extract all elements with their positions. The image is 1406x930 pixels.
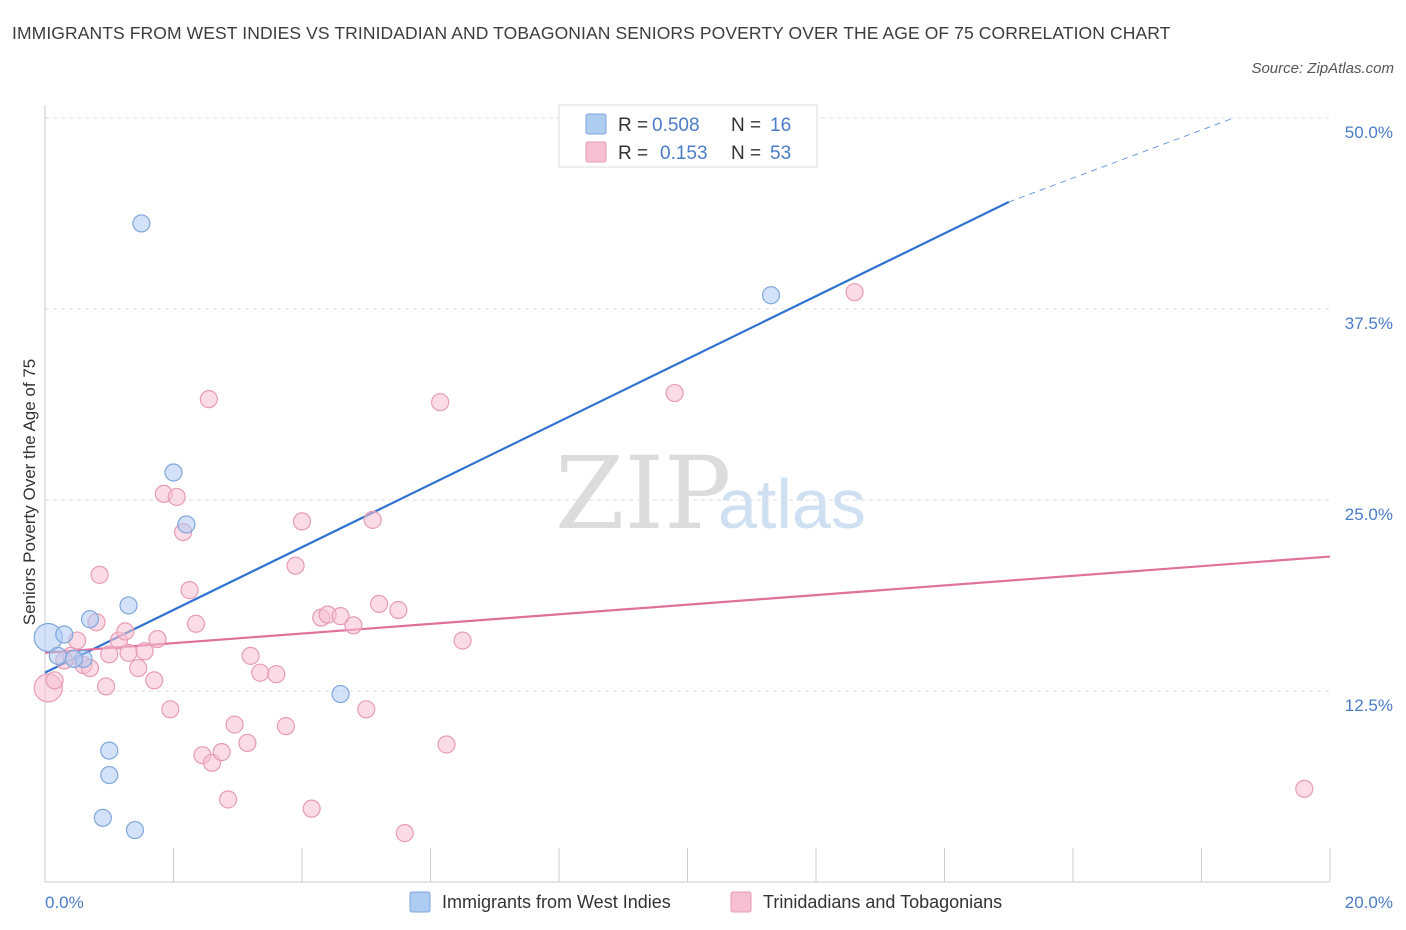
point-west-indies bbox=[80, 610, 100, 629]
point-west-indies bbox=[164, 463, 183, 482]
point-trinidadians bbox=[100, 645, 119, 664]
x-tick-label: 20.0% bbox=[1345, 893, 1393, 912]
point-west-indies bbox=[761, 286, 781, 305]
point-trinidadians bbox=[90, 565, 109, 584]
legend-n-value: 16 bbox=[770, 115, 791, 136]
point-west-indies bbox=[93, 808, 112, 827]
legend-label-west-indies: Immigrants from West Indies bbox=[442, 892, 671, 912]
point-trinidadians bbox=[225, 715, 244, 734]
point-trinidadians bbox=[199, 390, 218, 409]
legend-r-label: R = bbox=[618, 143, 648, 164]
trend-line-trinidadians bbox=[44, 555, 1331, 654]
point-trinidadians bbox=[845, 283, 864, 302]
legend-swatch-west-indies bbox=[409, 891, 431, 913]
point-trinidadians bbox=[96, 677, 116, 696]
legend-r-value: 0.153 bbox=[660, 143, 708, 164]
point-trinidadians bbox=[370, 594, 389, 614]
point-trinidadians bbox=[145, 671, 164, 690]
point-trinidadians bbox=[665, 383, 684, 403]
point-trinidadians bbox=[219, 790, 238, 809]
point-trinidadians bbox=[302, 799, 321, 818]
axes bbox=[44, 105, 1331, 883]
legend-r-value: 0.508 bbox=[652, 115, 700, 136]
point-trinidadians bbox=[267, 665, 286, 684]
legend-swatch-trinidadians bbox=[730, 891, 752, 913]
point-trinidadians bbox=[148, 629, 167, 649]
watermark-atlas: atlas bbox=[718, 465, 866, 543]
watermark: ZIP atlas bbox=[555, 435, 866, 552]
point-trinidadians bbox=[251, 663, 270, 682]
point-west-indies bbox=[100, 765, 119, 785]
point-trinidadians bbox=[116, 622, 135, 641]
legend-swatch-pink bbox=[585, 141, 607, 163]
trend-line-west-indies bbox=[44, 201, 1010, 674]
point-west-indies bbox=[119, 596, 138, 615]
point-west-indies bbox=[331, 684, 350, 704]
point-trinidadians bbox=[453, 631, 472, 650]
point-trinidadians bbox=[119, 643, 138, 662]
legend-label-trinidadians: Trinidadians and Tobagonians bbox=[763, 892, 1002, 912]
point-trinidadians bbox=[389, 600, 408, 620]
y-tick-label: 25.0% bbox=[1345, 505, 1393, 524]
legend-n-label: N = bbox=[731, 143, 761, 164]
point-west-indies bbox=[177, 515, 196, 534]
trend-lines bbox=[44, 117, 1331, 674]
legend-bottom: Immigrants from West Indies Trinidadians… bbox=[409, 891, 1002, 913]
watermark-zip: ZIP bbox=[555, 435, 731, 552]
point-trinidadians bbox=[45, 671, 64, 690]
point-trinidadians bbox=[180, 581, 199, 600]
point-trinidadians bbox=[431, 393, 450, 412]
point-west-indies bbox=[125, 820, 145, 840]
point-trinidadians bbox=[344, 616, 363, 635]
point-trinidadians bbox=[357, 700, 376, 719]
point-trinidadians bbox=[292, 512, 312, 531]
legend-n-label: N = bbox=[731, 115, 761, 136]
point-west-indies bbox=[64, 649, 84, 669]
point-west-indies bbox=[132, 214, 151, 233]
point-trinidadians bbox=[241, 646, 260, 665]
legend-top: R = 0.508 N = 16 R = 0.153 N = 53 bbox=[558, 104, 818, 168]
x-tick-labels: 0.0% 20.0% bbox=[45, 893, 1393, 912]
point-trinidadians bbox=[395, 824, 414, 843]
y-tick-labels: 12.5% 25.0% 37.5% 50.0% bbox=[1345, 123, 1393, 715]
data-points bbox=[33, 214, 1314, 843]
point-trinidadians bbox=[276, 717, 296, 736]
point-trinidadians bbox=[437, 735, 456, 754]
source-label: Source: ZipAtlas.com bbox=[1251, 60, 1394, 77]
point-trinidadians bbox=[129, 658, 148, 678]
legend-n-value: 53 bbox=[770, 143, 791, 164]
y-tick-label: 37.5% bbox=[1345, 314, 1393, 333]
x-tick-label: 0.0% bbox=[45, 893, 84, 912]
y-tick-label: 50.0% bbox=[1345, 123, 1393, 142]
point-trinidadians bbox=[363, 510, 382, 529]
point-trinidadians bbox=[238, 733, 257, 753]
point-trinidadians bbox=[186, 614, 206, 633]
point-trinidadians bbox=[331, 607, 350, 626]
point-west-indies bbox=[48, 646, 67, 665]
trend-line-extension bbox=[1008, 117, 1234, 203]
y-axis-label: Seniors Poverty Over the Age of 75 bbox=[20, 359, 39, 625]
point-trinidadians bbox=[161, 700, 180, 719]
point-trinidadians bbox=[167, 487, 186, 507]
y-tick-label: 12.5% bbox=[1345, 696, 1393, 715]
point-trinidadians bbox=[135, 642, 154, 661]
point-trinidadians bbox=[1295, 779, 1314, 798]
point-trinidadians bbox=[286, 556, 305, 575]
point-west-indies bbox=[55, 625, 74, 644]
chart-title: IMMIGRANTS FROM WEST INDIES VS TRINIDADI… bbox=[12, 23, 1171, 43]
point-trinidadians bbox=[212, 743, 231, 762]
point-west-indies bbox=[100, 741, 119, 760]
legend-swatch-blue bbox=[585, 113, 607, 135]
legend-r-label: R = bbox=[618, 115, 648, 136]
